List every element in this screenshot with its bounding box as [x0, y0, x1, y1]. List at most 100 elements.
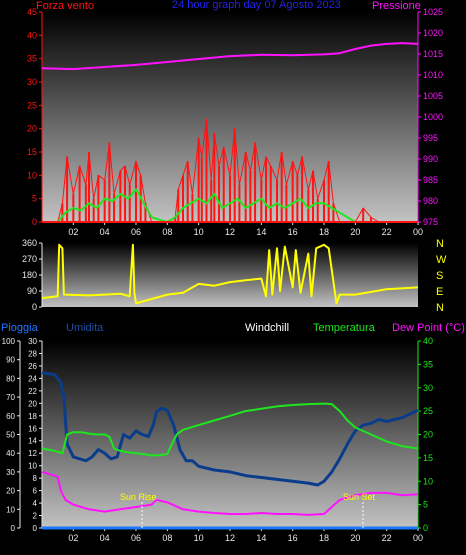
y-tick-label: 20	[423, 430, 433, 440]
temp-panel-x-ticks: 02 04 06 08 10 12 14 16 18 20 22 00	[68, 528, 423, 543]
y-tick-label: 2	[33, 512, 38, 521]
compass-letter: N	[436, 238, 444, 250]
direction-axis-ticks: 0 90 180 270 360	[22, 238, 43, 312]
x-tick-label: 04	[100, 227, 110, 237]
y-tick-label: 40	[6, 449, 15, 458]
y-tick-label: 25	[423, 406, 433, 416]
y-tick-label: 40	[27, 30, 37, 40]
wind-pressure-series	[41, 42, 419, 223]
y-tick-label: 24	[28, 374, 37, 383]
y-tick-label: 995	[423, 133, 438, 143]
y-tick-label: 1020	[423, 28, 443, 38]
y-tick-label: 15	[423, 453, 433, 463]
y-tick-label: 20	[28, 399, 37, 408]
temperature-label: Temperatura	[313, 322, 376, 334]
pressure-axis-label: Pressione	[372, 0, 421, 12]
compass-letter: W	[436, 254, 447, 266]
x-tick-label: 08	[162, 227, 172, 237]
dew-point-line	[41, 470, 419, 516]
wind-axis-ticks: 0 5 10 15 20 25 30 35 40 45	[27, 7, 43, 227]
compass-letter: N	[436, 302, 444, 314]
y-tick-label: 30	[6, 468, 15, 477]
y-tick-label: 10	[423, 476, 433, 486]
wind-direction-line	[41, 243, 419, 305]
y-tick-label: 990	[423, 154, 438, 164]
y-tick-label: 26	[28, 362, 37, 371]
chart-title: 24 hour graph day 07 Agosto 2023	[172, 0, 341, 11]
x-tick-label: 16	[288, 533, 298, 543]
y-tick-label: 985	[423, 175, 438, 185]
x-tick-label: 22	[382, 227, 392, 237]
y-tick-label: 1010	[423, 70, 443, 80]
y-tick-label: 5	[423, 500, 428, 510]
direction-plot-area	[42, 243, 418, 307]
y-tick-label: 0	[11, 524, 16, 533]
y-tick-label: 1015	[423, 49, 443, 59]
y-tick-label: 30	[28, 337, 37, 346]
x-tick-label: 18	[319, 227, 329, 237]
y-tick-label: 60	[6, 412, 15, 421]
x-tick-label: 02	[68, 533, 78, 543]
y-tick-label: 180	[22, 270, 37, 280]
compass-letter: E	[436, 286, 443, 298]
y-tick-label: 5	[32, 194, 37, 204]
x-tick-label: 00	[413, 533, 423, 543]
y-tick-label: 15	[27, 147, 37, 157]
y-tick-label: 45	[27, 7, 37, 17]
wind-axis-label: Forza vento	[36, 0, 94, 12]
y-tick-label: 18	[28, 412, 37, 421]
y-tick-label: 20	[27, 124, 37, 134]
humidity-line	[41, 371, 419, 487]
y-tick-label: 1005	[423, 91, 443, 101]
y-tick-label: 40	[423, 336, 433, 346]
pressure-axis-ticks: 975 980 985 990 995 1000 1005 1010 1015 1020 1025	[417, 7, 443, 227]
y-tick-label: 28	[28, 349, 37, 358]
y-tick-label: 90	[27, 286, 37, 296]
y-tick-label: 10	[27, 170, 37, 180]
y-tick-label: 360	[22, 238, 37, 248]
temp-axis-ticks: 0 5 10 15 20 25 30 35 40	[417, 336, 433, 533]
y-tick-label: 980	[423, 196, 438, 206]
rain-axis-ticks: 0 10 20 30 40 50 60 70 80 90 100	[2, 337, 21, 533]
y-tick-label: 30	[27, 77, 37, 87]
wind-average-line	[42, 188, 418, 223]
y-tick-label: 0	[32, 217, 37, 227]
y-tick-label: 0	[423, 523, 428, 533]
temperature-line	[41, 402, 419, 457]
x-tick-label: 22	[382, 533, 392, 543]
x-tick-label: 16	[288, 227, 298, 237]
x-tick-label: 20	[350, 533, 360, 543]
x-tick-label: 06	[131, 533, 141, 543]
rain-axis-label: Pioggia	[1, 322, 39, 334]
x-tick-label: 08	[162, 533, 172, 543]
y-tick-label: 1000	[423, 112, 443, 122]
y-tick-label: 30	[423, 383, 433, 393]
x-tick-label: 04	[100, 533, 110, 543]
x-tick-label: 20	[350, 227, 360, 237]
compass-letter: S	[436, 270, 443, 282]
y-tick-label: 10	[28, 462, 37, 471]
x-tick-label: 06	[131, 227, 141, 237]
x-tick-label: 10	[194, 533, 204, 543]
y-tick-label: 80	[6, 374, 15, 383]
y-tick-label: 35	[27, 54, 37, 64]
wind-panel-x-ticks: 02 04 06 08 10 12 14 16 18 20 22 00	[68, 222, 423, 237]
x-tick-label: 14	[256, 227, 266, 237]
pressure-line	[41, 42, 419, 71]
x-tick-label: 02	[68, 227, 78, 237]
y-tick-label: 22	[28, 387, 37, 396]
dew-point-label: Dew Point (°C)	[392, 322, 465, 334]
y-tick-label: 12	[28, 449, 37, 458]
y-tick-label: 14	[28, 437, 37, 446]
x-tick-label: 10	[194, 227, 204, 237]
y-tick-label: 20	[6, 487, 15, 496]
y-tick-label: 270	[22, 254, 37, 264]
humidity-axis-label: Umidita	[66, 322, 104, 334]
y-tick-label: 4	[33, 499, 38, 508]
y-tick-label: 35	[423, 359, 433, 369]
y-tick-label: 975	[423, 217, 438, 227]
y-tick-label: 50	[6, 431, 15, 440]
